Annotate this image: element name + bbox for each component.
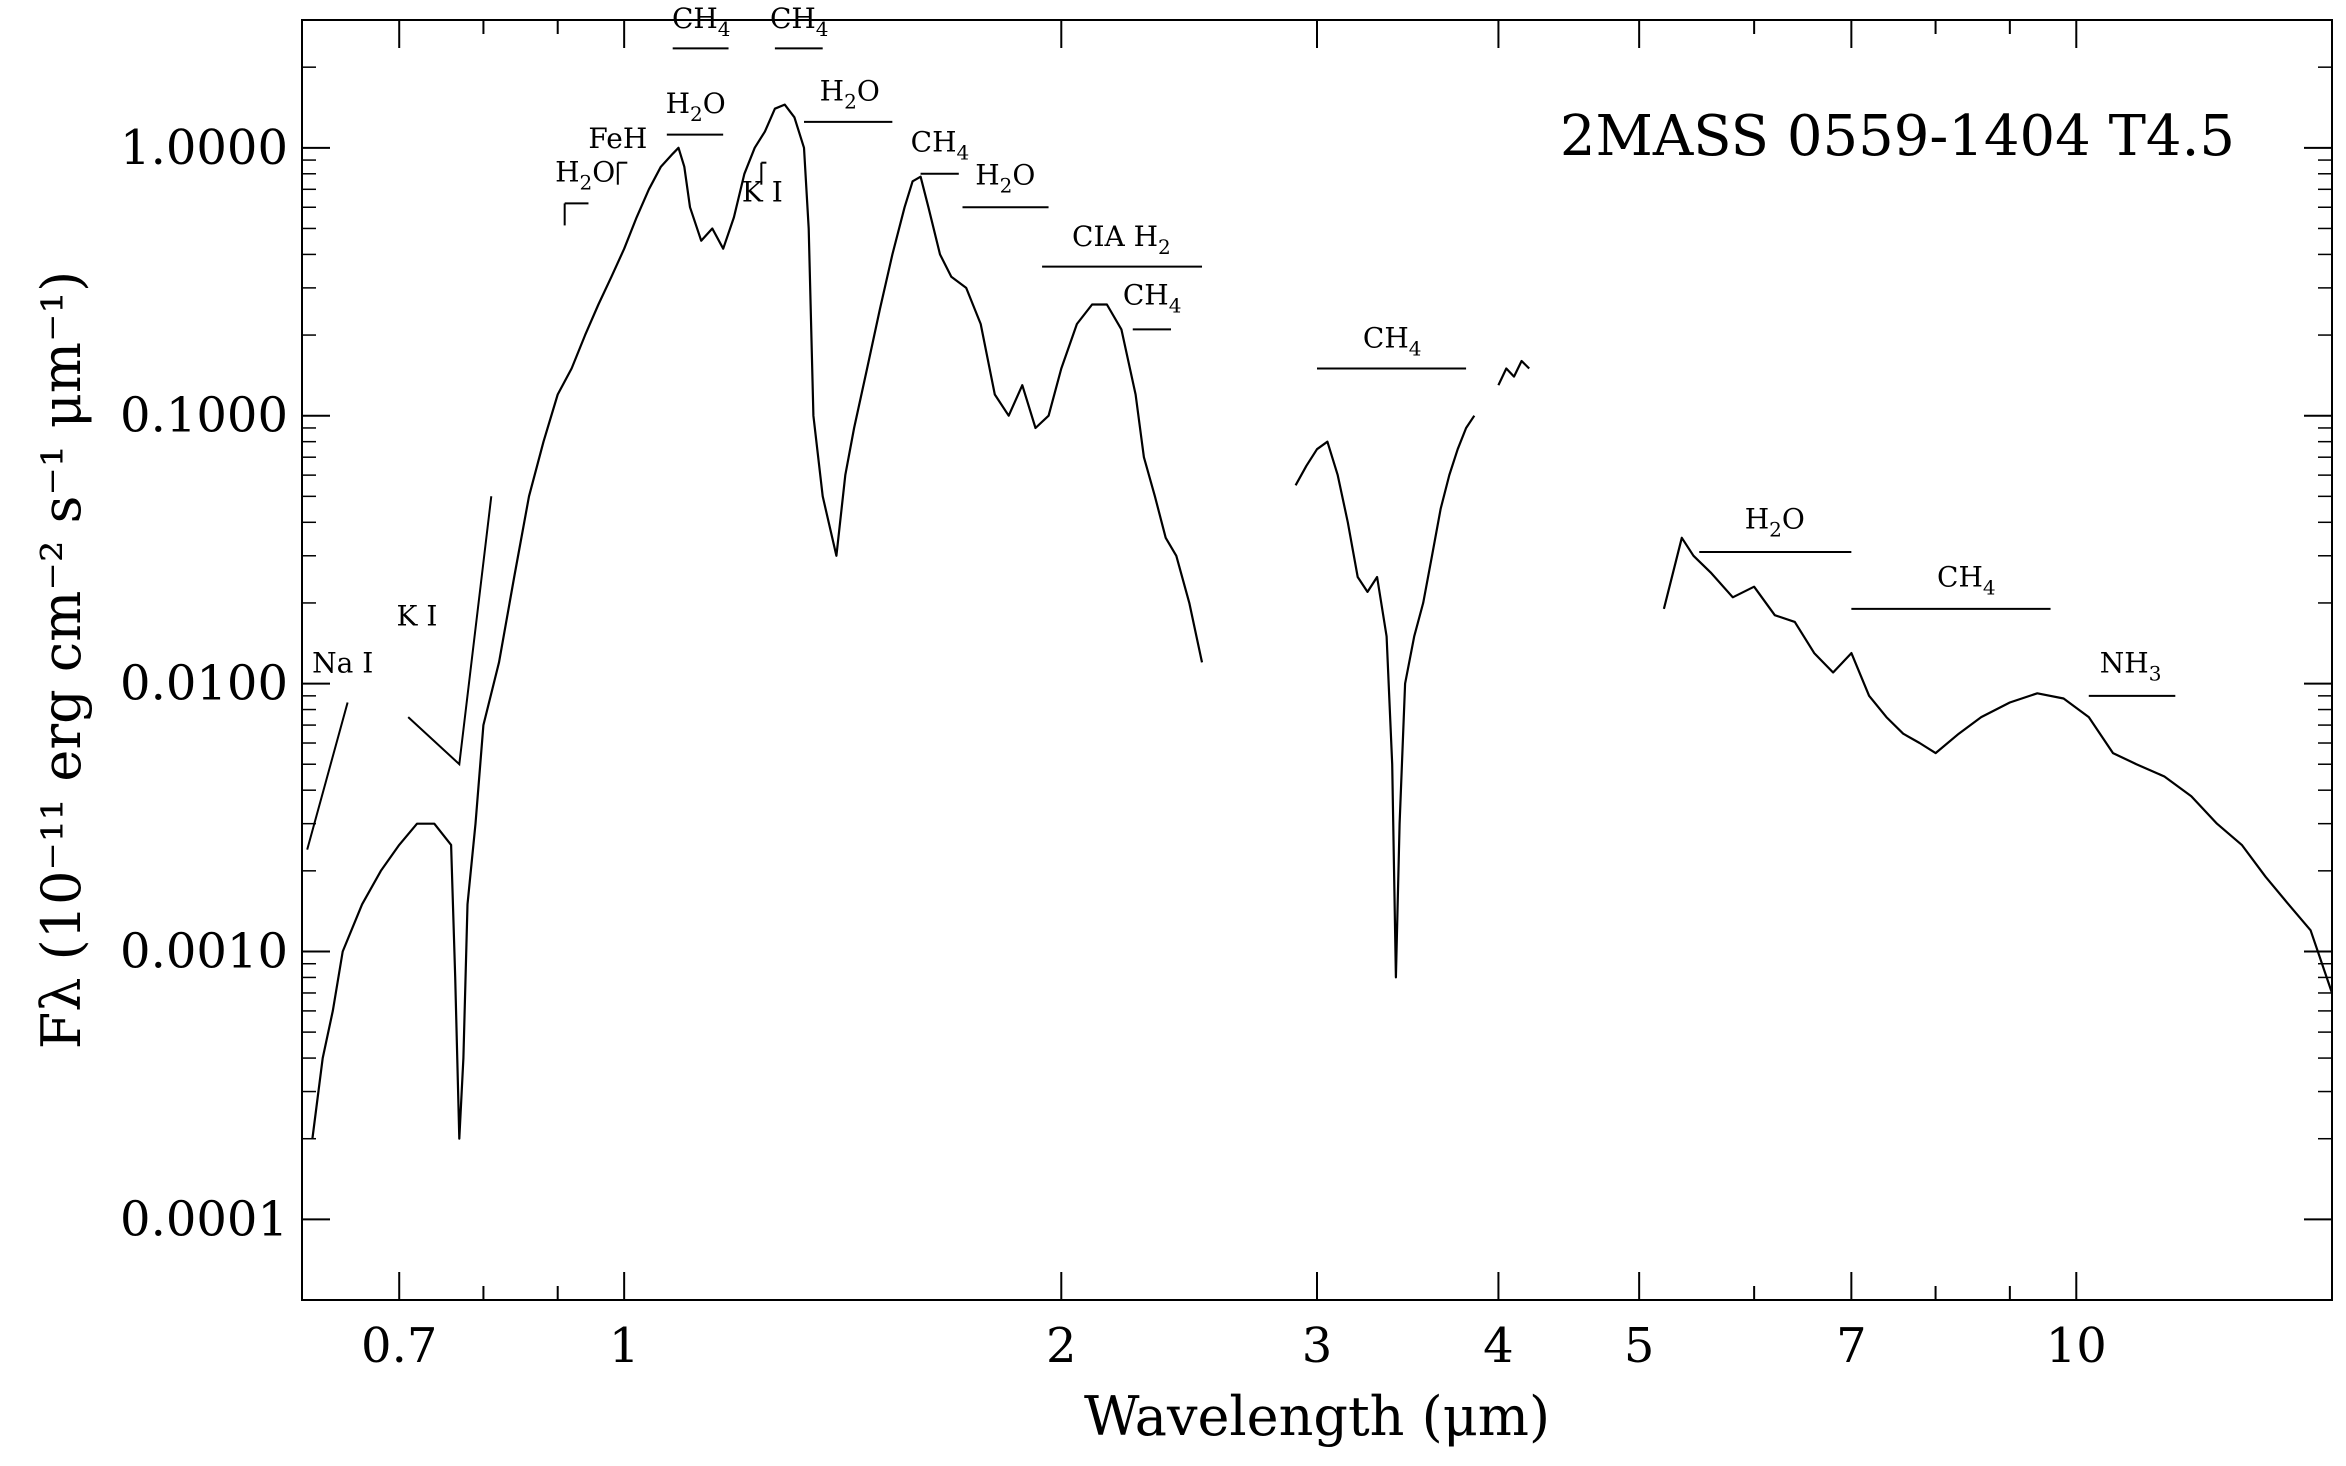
plot-frame — [301, 19, 2333, 1301]
x-tick-label: 7 — [1836, 1318, 1867, 1374]
x-tick-label: 2 — [1046, 1318, 1077, 1374]
annotation-label-ch4-m: CH4 — [1937, 561, 1996, 600]
y-axis-title: Fλ (10⁻¹¹ erg cm⁻² s⁻¹ μm⁻¹) — [30, 271, 93, 1049]
x-tick-label: 4 — [1483, 1318, 1514, 1374]
y-tick-label: 1.0000 — [120, 120, 288, 176]
chart-title: 2MASS 0559-1404 T4.5 — [1560, 104, 2235, 169]
annotation-label-nh3: NH3 — [2100, 646, 2162, 685]
annotation-label-ch4-h: CH4 — [911, 125, 970, 164]
annotation-line-na-i — [306, 702, 349, 850]
annotation-label-h2o-m: H2O — [1745, 502, 1805, 541]
spectrum-line-optical-nir — [311, 103, 1204, 1140]
spectrum-line-mid-ir — [1662, 536, 2334, 994]
annotation-label-ch4-k: CH4 — [1123, 279, 1182, 318]
annotation-label-k-i-j: K I — [742, 176, 783, 209]
annotation-label-ch4-l: CH4 — [1363, 321, 1422, 360]
annotation-line-k-i-optical — [407, 496, 493, 767]
x-tick-label: 3 — [1302, 1318, 1333, 1374]
annotation-label-h2o-z: H2O — [555, 155, 615, 194]
annotation-label-k-i-optical: K I — [397, 599, 438, 632]
annotation-label-ch4-j1: CH4 — [672, 2, 731, 41]
x-axis: 0.7 1 2 3 4 5 7 10 — [361, 20, 2107, 1374]
spectrum-line-l-band — [1294, 415, 1476, 979]
spectrum-line-l-band-red — [1497, 359, 1530, 386]
x-tick-label: 10 — [2046, 1318, 2107, 1374]
y-tick-label: 0.0001 — [120, 1191, 288, 1247]
annotation-label-h2o-h: H2O — [975, 158, 1035, 197]
y-tick-label: 0.0100 — [120, 656, 288, 712]
annotation-label-cia-h2: CIA H2 — [1072, 220, 1171, 259]
annotation-label-h2o-j1: H2O — [666, 87, 726, 126]
y-axis: 0.0001 0.0010 0.0100 0.1000 1.0000 — [120, 66, 2332, 1247]
y-tick-label: 0.0010 — [120, 923, 288, 979]
x-tick-label: 1 — [609, 1318, 640, 1374]
x-tick-label: 0.7 — [361, 1318, 437, 1374]
y-tick-label: 0.1000 — [120, 388, 288, 444]
annotation-label-ch4-j2: CH4 — [770, 2, 829, 41]
series-layer — [311, 103, 2334, 1140]
annotation-label-feh: FeH — [588, 122, 647, 155]
annotation-label-na-i: Na I — [312, 646, 373, 679]
annotation-label-h2o-j2: H2O — [820, 75, 880, 114]
x-tick-label: 5 — [1624, 1318, 1655, 1374]
x-axis-title: Wavelength (μm) — [1084, 1385, 1550, 1448]
